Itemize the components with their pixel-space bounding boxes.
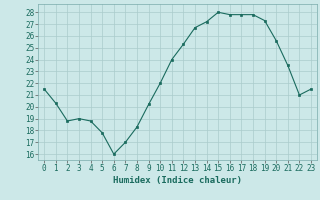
X-axis label: Humidex (Indice chaleur): Humidex (Indice chaleur) (113, 176, 242, 185)
